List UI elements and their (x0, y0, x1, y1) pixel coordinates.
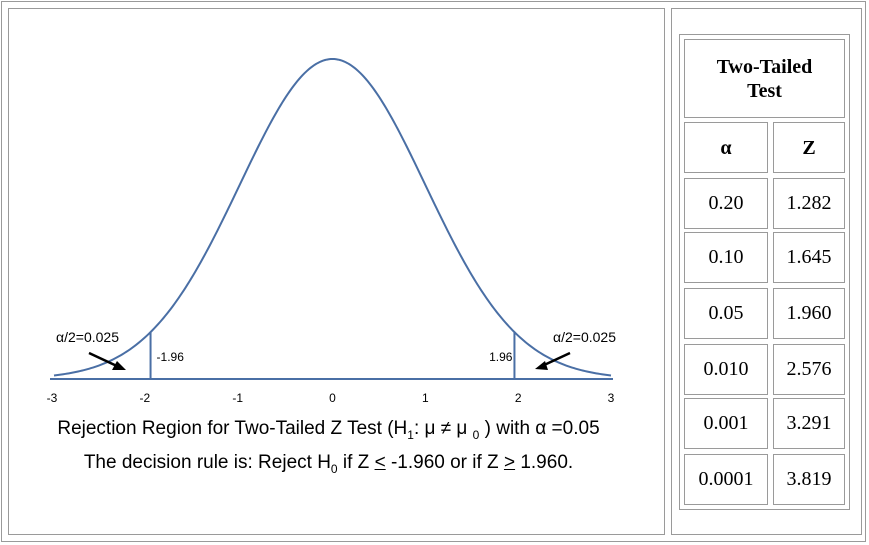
critical-value-label-right: 1.96 (489, 350, 513, 364)
x-tick-labels: -3 -2 -1 0 1 2 3 (47, 391, 615, 405)
table-cell-z: 1.960 (773, 288, 845, 339)
x-tick-label: -3 (47, 391, 58, 405)
caption-line-2: The decision rule is: Reject H0 if Z < -… (83, 452, 574, 476)
x-tick-label: 1 (422, 391, 429, 405)
critical-values-table (679, 34, 850, 510)
x-tick-label: -2 (139, 391, 150, 405)
table-title: Two-Tailed Test (684, 39, 845, 118)
chart-panel (8, 8, 665, 535)
tail-area-label-right: α/2=0.025 (553, 329, 616, 345)
table-cell-alpha: 0.05 (684, 288, 768, 339)
table-cell-z: 2.576 (773, 344, 845, 395)
x-tick-label: 2 (515, 391, 522, 405)
table-cell-alpha: 0.010 (684, 344, 768, 395)
x-tick-label: 0 (329, 391, 336, 405)
table-cell-z: 3.819 (773, 454, 845, 505)
arrow-right-icon (535, 351, 571, 370)
caption-line-1: Rejection Region for Two-Tailed Z Test (… (57, 418, 600, 442)
table-cell-z: 1.282 (773, 178, 845, 229)
table-cell-alpha: 0.0001 (684, 454, 768, 505)
x-tick-label: -1 (232, 391, 243, 405)
tail-area-label-left: α/2=0.025 (56, 329, 119, 345)
table-panel (671, 8, 862, 535)
normal-curve-chart: -3 -2 -1 0 1 2 3 -1.96 1.96 α/2=0.025 α/2=0.02… (47, 57, 616, 405)
table-cell-alpha: 0.001 (684, 398, 768, 449)
x-tick-label: 3 (608, 391, 615, 405)
arrow-left-icon (88, 351, 126, 370)
normal-curve (53, 57, 612, 377)
table-cell-z: 3.291 (773, 398, 845, 449)
critical-value-label-left: -1.96 (157, 350, 185, 364)
table-cell-z: 1.645 (773, 232, 845, 283)
table-cell-alpha: 0.20 (684, 178, 768, 229)
table-header-alpha: α (684, 122, 768, 173)
table-header-z: Z (773, 122, 845, 173)
table-cell-alpha: 0.10 (684, 232, 768, 283)
